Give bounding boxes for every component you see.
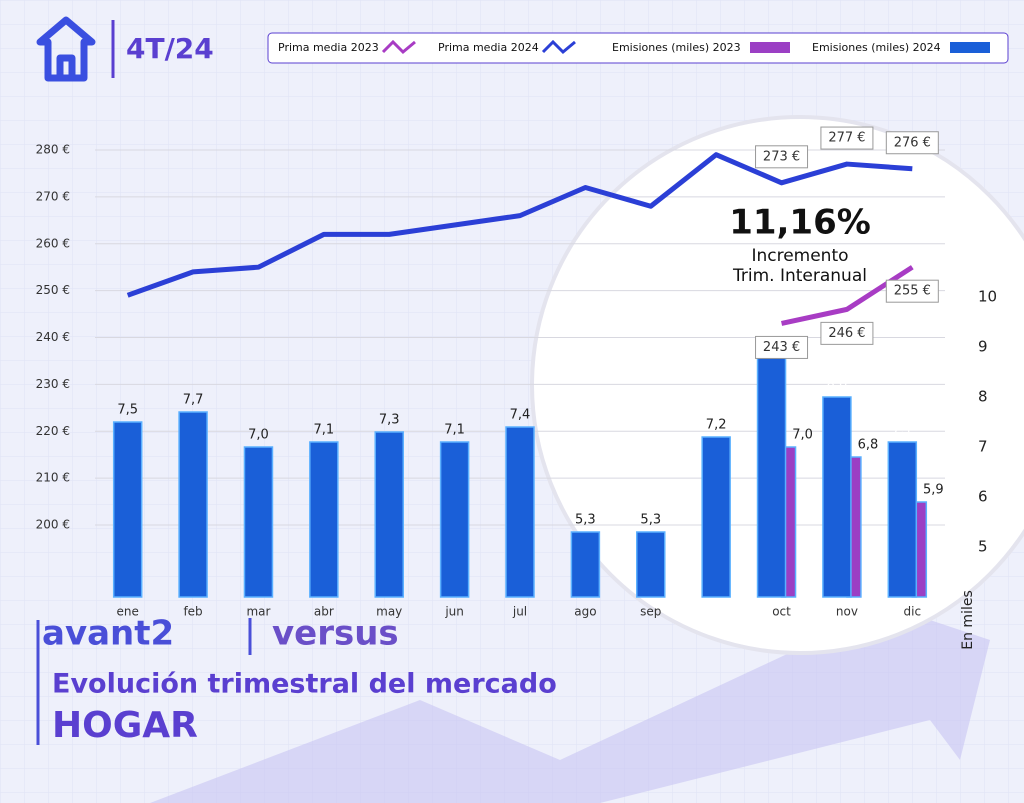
value-label: 6,8 (858, 438, 879, 453)
y2-tick-label: 5 (978, 538, 988, 556)
x-tick-label: sep (640, 605, 661, 619)
value-label: 7,4 (510, 408, 531, 423)
bar (243, 446, 274, 598)
label-box (820, 126, 874, 150)
line (126, 152, 913, 298)
y2-axis-label: En miles (960, 590, 976, 650)
value-label: 277 € (828, 131, 865, 146)
label-box (885, 131, 939, 155)
annotation-text: Trim. Interanual (732, 266, 867, 286)
x-tick-label: ago (574, 605, 596, 619)
label-box (820, 321, 874, 345)
y-tick-label: 280 € (36, 143, 70, 157)
brand: avant2 (42, 614, 174, 654)
y-tick-label: 200 € (36, 518, 70, 532)
y2-tick-label: 8 (978, 388, 988, 406)
x-tick-label: abr (314, 605, 334, 619)
value-label: 276 € (894, 135, 931, 150)
value-label: 5,3 (575, 513, 596, 528)
value-label: 8,0 (827, 378, 848, 393)
y-tick-label: 220 € (36, 424, 70, 438)
bar (822, 396, 852, 598)
x-tick-label: mar (246, 605, 270, 619)
y-tick-label: 230 € (36, 377, 70, 391)
x-tick-label: ene (117, 605, 139, 619)
label-box (885, 279, 939, 303)
value-label: 7,1 (314, 423, 335, 438)
label-box (755, 335, 809, 359)
x-tick-label: nov (836, 605, 858, 619)
value-label: 7,3 (379, 413, 400, 428)
annotation-value: 11,16% (729, 203, 871, 243)
subtitle: Evolución trimestral del mercado (52, 669, 557, 700)
value-label: 246 € (828, 326, 865, 341)
bar (439, 441, 470, 598)
value-label: 5,9 (923, 483, 944, 498)
bar (636, 531, 666, 598)
x-tick-label: may (376, 605, 402, 619)
x-tick-label: jun (444, 605, 464, 619)
x-tick-label: oct (772, 605, 791, 619)
legend-swatch (750, 42, 790, 53)
value-label: 7,1 (892, 423, 913, 438)
value-label: 255 € (894, 284, 931, 299)
value-label: 7,2 (706, 418, 727, 433)
home-icon[interactable] (36, 16, 96, 82)
bar (570, 531, 601, 598)
value-label: 273 € (763, 149, 800, 164)
label-box (755, 145, 809, 169)
y2-tick-label: 6 (978, 488, 988, 506)
y2-tick-label: 7 (978, 438, 988, 456)
bar (309, 441, 339, 598)
value-label: 7,0 (248, 428, 269, 443)
value-label: 243 € (763, 340, 800, 355)
y2-tick-label: 9 (978, 338, 988, 356)
x-tick-label: feb (183, 605, 202, 619)
legend-label: Emisiones (miles) 2023 (612, 41, 741, 54)
legend-label: Emisiones (miles) 2024 (812, 41, 941, 54)
y-tick-label: 240 € (36, 330, 70, 344)
value-label: 7,1 (444, 423, 465, 438)
value-label: 5,3 (640, 513, 661, 528)
y-tick-label: 210 € (36, 471, 70, 485)
bar (505, 426, 535, 598)
x-tick-label: jul (512, 605, 527, 619)
value-label: 7,0 (792, 428, 813, 443)
legend (267, 32, 1009, 64)
legend-label: Prima media 2023 (278, 41, 379, 54)
y-tick-label: 260 € (36, 236, 70, 250)
y-tick-label: 250 € (36, 283, 70, 297)
value-label: 7,7 (183, 393, 204, 408)
bar (887, 441, 918, 598)
y2-tick-label: 10 (978, 288, 997, 306)
legend-label: Prima media 2024 (438, 41, 539, 54)
bar (374, 431, 404, 598)
title: HOGAR (52, 705, 198, 746)
bar (112, 421, 143, 598)
bar (178, 411, 208, 598)
bar (756, 351, 787, 598)
y-tick-label: 270 € (36, 189, 70, 203)
legend-swatch (950, 42, 990, 53)
value-label: 7,5 (117, 403, 138, 418)
period-badge: 4T/24 (126, 32, 214, 65)
x-tick-label: dic (904, 605, 922, 619)
annotation-text: Incremento (751, 246, 848, 266)
legend-swatch (381, 39, 416, 55)
bar (701, 436, 731, 598)
brand: versus (272, 614, 399, 654)
decor-arrow (150, 590, 990, 803)
legend-swatch (541, 39, 576, 55)
